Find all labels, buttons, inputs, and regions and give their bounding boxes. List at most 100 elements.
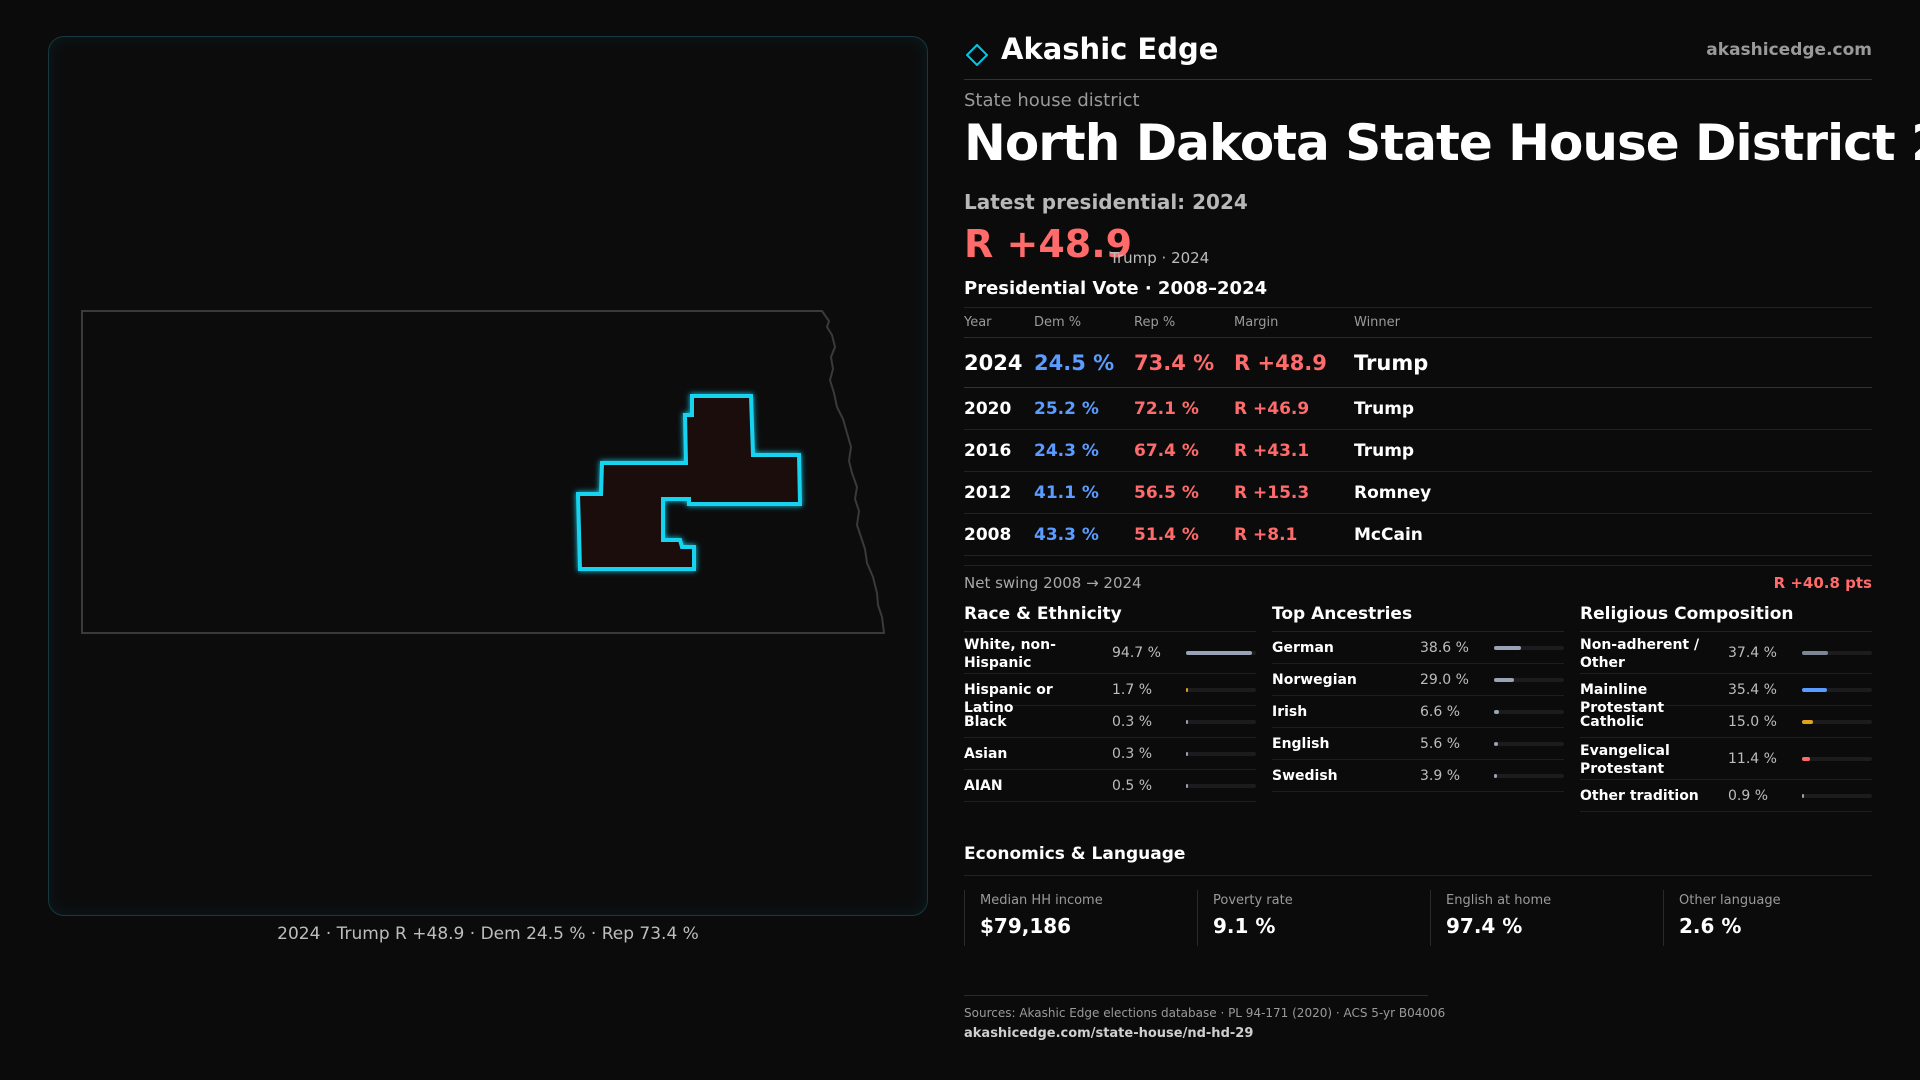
economics-divider	[964, 875, 1872, 876]
rep-cell: 73.4 %	[1134, 337, 1234, 388]
religion-label: Evangelical Protestant	[1580, 743, 1670, 777]
religion-title: Religious Composition	[1580, 600, 1872, 632]
ancestry-bar-fill	[1494, 742, 1498, 746]
list-item: Asian 0.3 %	[964, 738, 1256, 770]
district-type-label: State house district	[964, 90, 1140, 111]
religion-bar-fill	[1802, 688, 1827, 692]
ancestry-bar-fill	[1494, 678, 1515, 682]
race-bar-fill	[1186, 651, 1253, 655]
stat-value: 2.6 %	[1679, 914, 1742, 938]
list-item: Catholic 15.0 %	[1580, 706, 1872, 738]
year-cell: 2024	[964, 337, 1034, 388]
ancestry-value: 38.6 %	[1420, 640, 1469, 656]
race-value: 1.7 %	[1112, 682, 1153, 698]
rep-cell: 67.4 %	[1134, 429, 1234, 472]
map-panel[interactable]	[48, 36, 928, 916]
religion-value: 11.4 %	[1728, 751, 1777, 767]
race-bar	[1186, 720, 1256, 724]
brand-header: Akashic Edge akashicedge.com	[964, 32, 1872, 80]
religion-label: Non-adherent / Other	[1580, 637, 1700, 671]
net-swing-value: R +40.8 pts	[1773, 574, 1872, 592]
race-bar-fill	[1186, 720, 1188, 724]
dem-cell: 25.2 %	[1034, 387, 1134, 430]
religion-value: 35.4 %	[1728, 682, 1777, 698]
table-row: 2008 43.3 % 51.4 % R +8.1 McCain	[964, 513, 1872, 556]
rep-cell: 72.1 %	[1134, 387, 1234, 430]
sources-divider	[964, 995, 1428, 996]
religion-value: 37.4 %	[1728, 645, 1777, 661]
list-item: Non-adherent / Other 37.4 %	[1580, 632, 1872, 674]
net-swing-label: Net swing 2008 → 2024	[964, 574, 1142, 592]
religion-bar	[1802, 757, 1872, 761]
race-label: AIAN	[964, 778, 1003, 794]
race-bar-fill	[1186, 752, 1188, 756]
religion-label: Mainline Protestant	[1580, 682, 1665, 716]
economics-title: Economics & Language	[964, 844, 1186, 864]
race-label: White, non-Hispanic	[964, 637, 1056, 671]
winner-cell: Trump	[1354, 429, 1872, 472]
ancestry-bar	[1494, 646, 1564, 650]
ancestry-title: Top Ancestries	[1272, 600, 1564, 632]
race-value: 0.3 %	[1112, 714, 1153, 730]
ancestry-label: German	[1272, 640, 1334, 656]
stat-card-english: English at home 97.4 %	[1430, 890, 1630, 946]
ancestry-bar	[1494, 710, 1564, 714]
ancestry-bar	[1494, 742, 1564, 746]
year-cell: 2020	[964, 387, 1034, 430]
religion-bar	[1802, 651, 1872, 655]
table-header-row: Year Dem % Rep % Margin Winner	[964, 307, 1872, 338]
stat-card-other-language: Other language 2.6 %	[1663, 890, 1863, 946]
winner-cell: Trump	[1354, 387, 1872, 430]
race-bar	[1186, 784, 1256, 788]
list-item: White, non-Hispanic 94.7 %	[964, 632, 1256, 674]
margin-cell: R +15.3	[1234, 471, 1354, 514]
dem-cell: 24.3 %	[1034, 429, 1134, 472]
rep-cell: 51.4 %	[1134, 513, 1234, 556]
religion-value: 0.9 %	[1728, 788, 1769, 804]
race-bar	[1186, 651, 1256, 655]
race-bar-fill	[1186, 688, 1188, 692]
source-url-link[interactable]: akashicedge.com/state-house/nd-hd-29	[964, 1026, 1254, 1041]
ancestry-bar	[1494, 774, 1564, 778]
ancestry-value: 3.9 %	[1420, 768, 1461, 784]
sources-text: Sources: Akashic Edge elections database…	[964, 1006, 1446, 1020]
stat-card-poverty: Poverty rate 9.1 %	[1197, 890, 1397, 946]
dem-cell: 43.3 %	[1034, 513, 1134, 556]
list-item: English 5.6 %	[1272, 728, 1564, 760]
list-item: Mainline Protestant 35.4 %	[1580, 674, 1872, 716]
headline-margin: R +48.9	[964, 222, 1133, 266]
ancestry-value: 5.6 %	[1420, 736, 1461, 752]
list-item: Irish 6.6 %	[1272, 696, 1564, 728]
stat-value: 9.1 %	[1213, 914, 1276, 938]
religion-label: Catholic	[1580, 714, 1644, 730]
list-item: Evangelical Protestant 11.4 %	[1580, 738, 1872, 780]
district-map	[81, 310, 886, 634]
religion-section: Religious Composition Non-adherent / Oth…	[1580, 600, 1872, 812]
brand-name: Akashic Edge	[1001, 32, 1219, 66]
winner-cell: McCain	[1354, 513, 1872, 556]
race-value: 0.5 %	[1112, 778, 1153, 794]
presidential-vote-title: Presidential Vote · 2008–2024	[964, 278, 1268, 299]
brand-url-link[interactable]: akashicedge.com	[1706, 40, 1872, 60]
table-row: 2024 24.5 % 73.4 % R +48.9 Trump	[964, 337, 1872, 388]
ancestry-label: Swedish	[1272, 768, 1338, 784]
ancestry-label: English	[1272, 736, 1330, 752]
religion-bar-fill	[1802, 794, 1804, 798]
net-swing-row: Net swing 2008 → 2024 R +40.8 pts	[964, 565, 1872, 601]
stat-label: Median HH income	[980, 893, 1103, 908]
map-caption: 2024 · Trump R +48.9 · Dem 24.5 % · Rep …	[277, 924, 699, 944]
religion-bar-fill	[1802, 651, 1829, 655]
margin-cell: R +46.9	[1234, 387, 1354, 430]
race-label: Asian	[964, 746, 1008, 762]
ancestry-value: 6.6 %	[1420, 704, 1461, 720]
district-shape[interactable]	[575, 394, 803, 571]
year-cell: 2016	[964, 429, 1034, 472]
race-bar	[1186, 752, 1256, 756]
list-item: AIAN 0.5 %	[964, 770, 1256, 802]
list-item: Other tradition 0.9 %	[1580, 780, 1872, 812]
table-row: 2016 24.3 % 67.4 % R +43.1 Trump	[964, 429, 1872, 472]
race-value: 94.7 %	[1112, 645, 1161, 661]
latest-presidential-label: Latest presidential: 2024	[964, 190, 1248, 214]
list-item: Black 0.3 %	[964, 706, 1256, 738]
ancestry-label: Norwegian	[1272, 672, 1357, 688]
